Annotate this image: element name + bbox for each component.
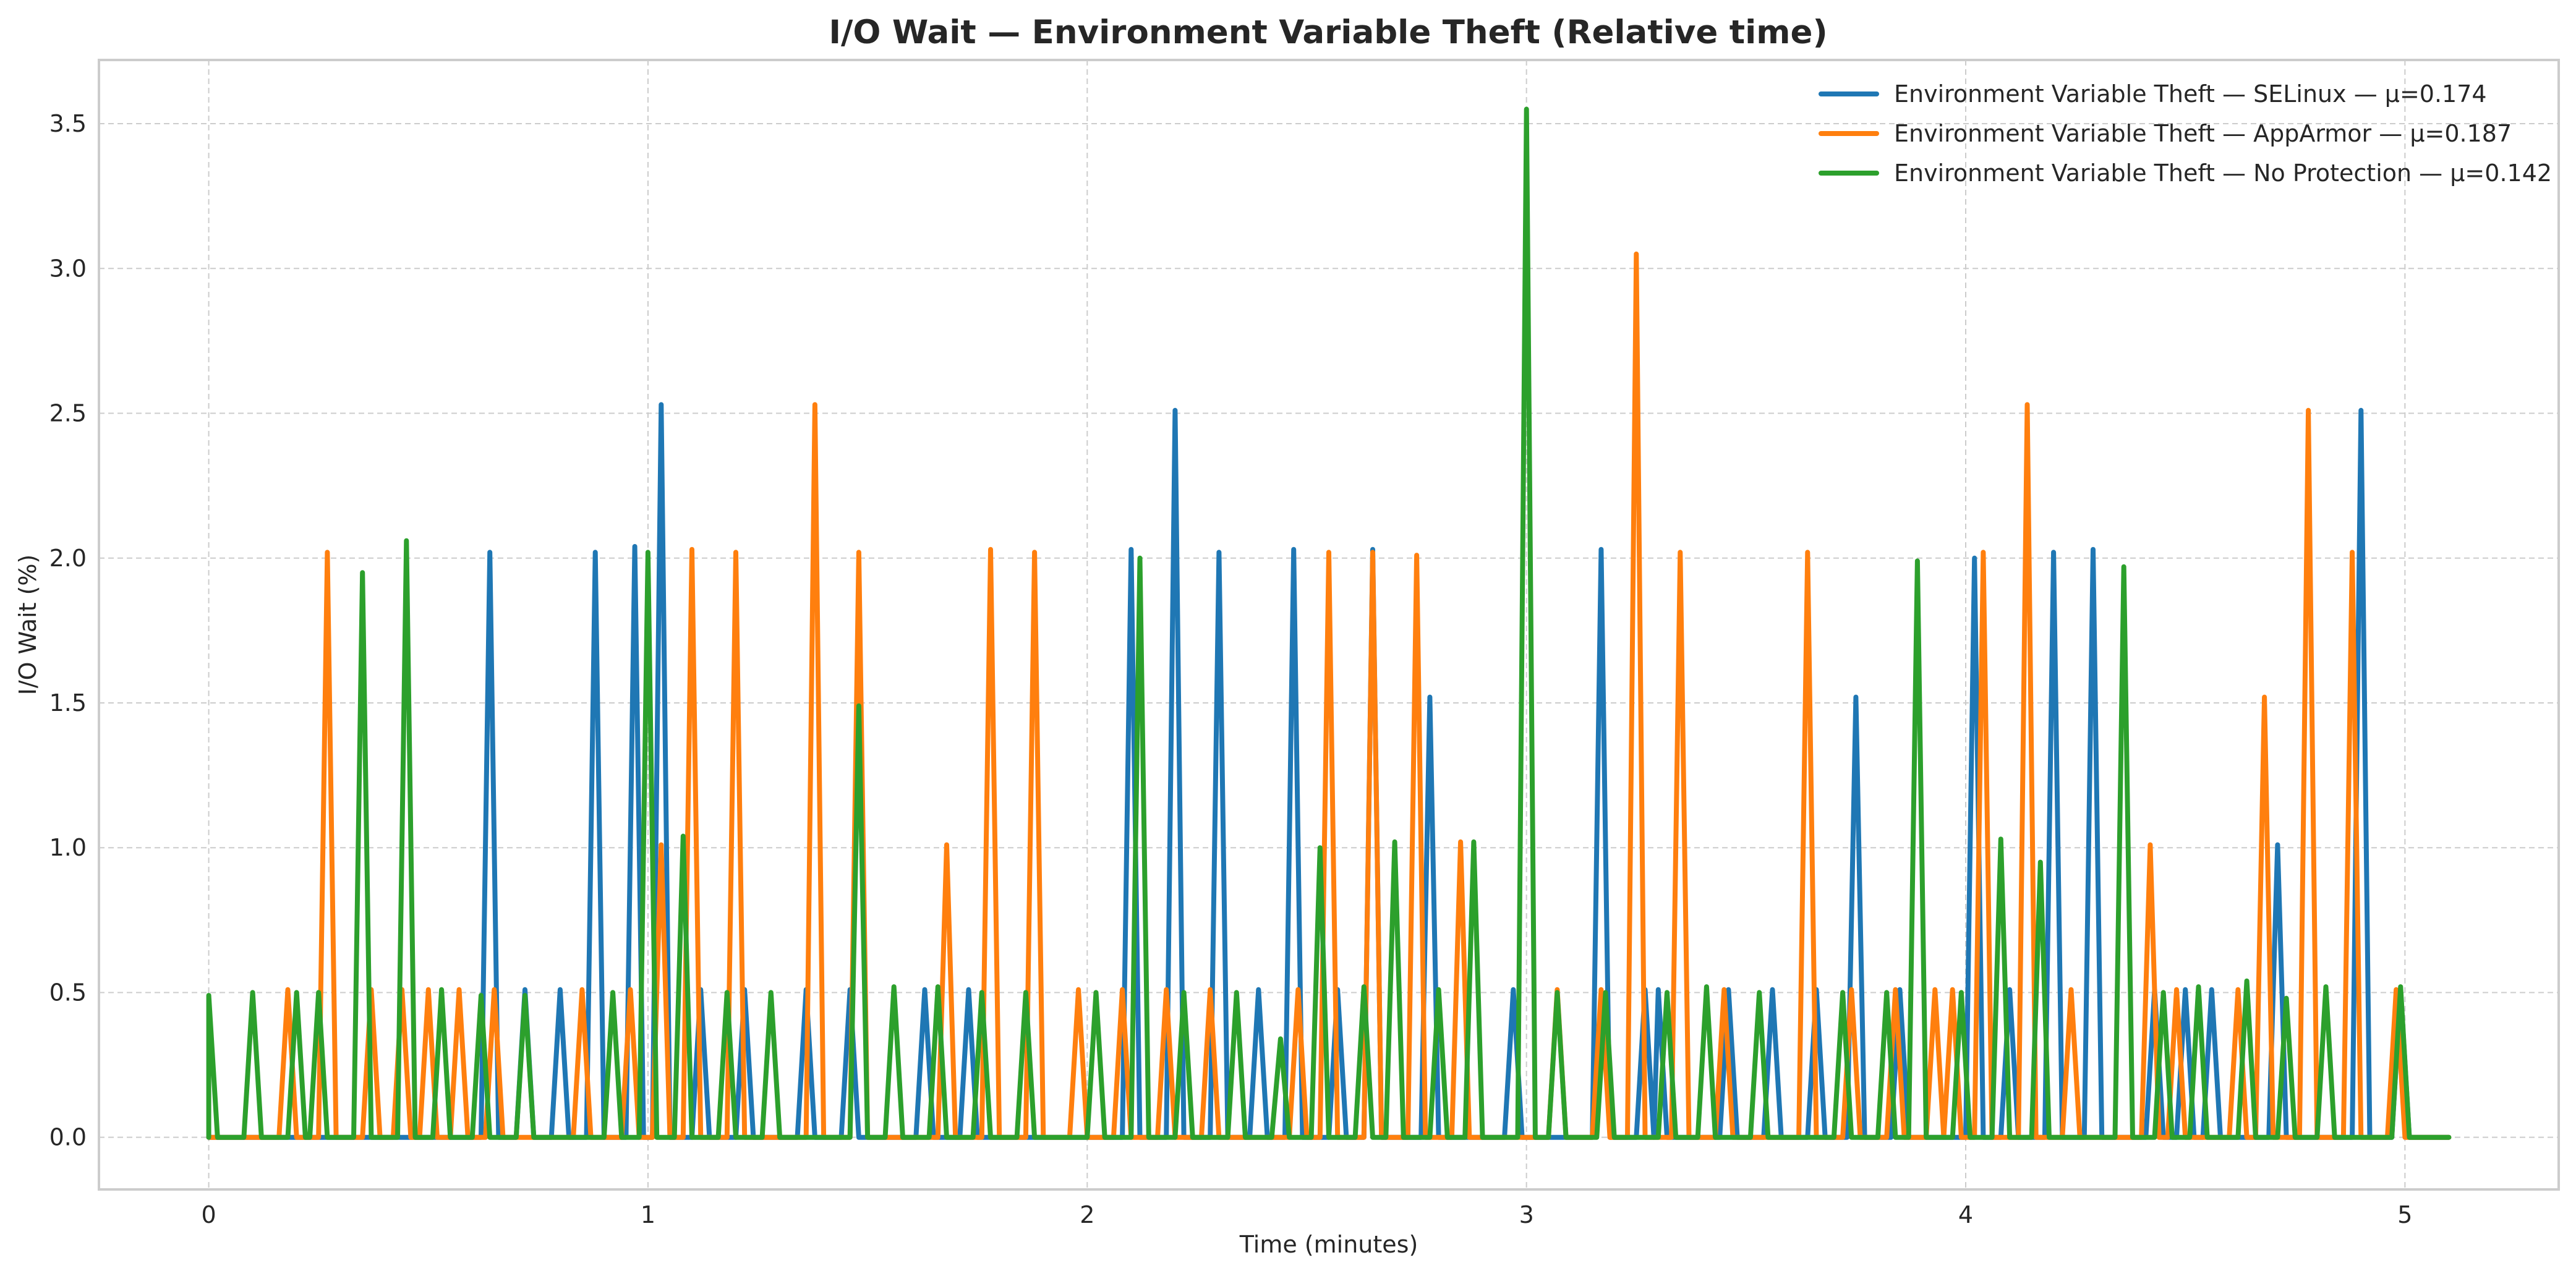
x-tick-label: 4 [1958,1201,1973,1228]
y-tick-label: 3.0 [49,255,87,282]
legend-entry: Environment Variable Theft — No Protecti… [1894,160,2552,187]
series-line-1 [206,402,2452,1140]
x-tick-label: 2 [1080,1201,1094,1228]
x-tick-label: 0 [201,1201,216,1228]
y-tick-label: 2.0 [49,545,87,572]
x-tick-label: 1 [641,1201,655,1228]
x-tick-label: 5 [2397,1201,2412,1228]
y-axis-title: I/O Wait (%) [14,555,41,695]
x-tick-label: 3 [1519,1201,1534,1228]
tick-labels: 0 1 2 3 4 5 0.0 0.5 1.0 1.5 2.0 2.5 3.0 3.5 [49,110,2413,1228]
series-line-3 [206,106,2452,1140]
series-lines [206,106,2452,1140]
legend-entry: Environment Variable Theft — SELinux — μ… [1894,80,2487,108]
y-tick-label: 1.5 [49,689,87,717]
y-tick-label: 0.0 [49,1124,87,1151]
y-tick-label: 3.5 [49,110,87,137]
legend: Environment Variable Theft — SELinux — μ… [1819,80,2552,187]
y-tick-label: 1.0 [49,834,87,861]
chart-title: I/O Wait — Environment Variable Theft (R… [829,14,1827,51]
y-tick-label: 0.5 [49,979,87,1006]
y-tick-label: 2.5 [49,400,87,427]
legend-entry: Environment Variable Theft — AppArmor — … [1894,120,2512,147]
x-axis-title: Time (minutes) [1239,1231,1418,1258]
plot-frame [98,59,2560,1191]
